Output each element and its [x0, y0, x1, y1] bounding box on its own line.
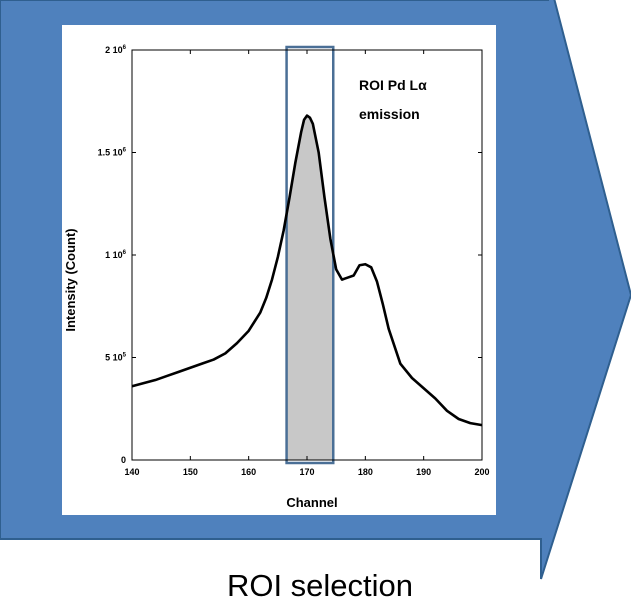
- x-tick-label: 180: [358, 467, 373, 477]
- x-tick-label: 170: [299, 467, 314, 477]
- x-tick-label: 200: [474, 467, 489, 477]
- x-tick-label: 150: [183, 467, 198, 477]
- y-tick-label: 1.5 106: [98, 148, 127, 158]
- roi-fill: [286, 115, 334, 460]
- x-axis-label: Channel: [286, 495, 337, 510]
- x-tick-label: 160: [241, 467, 256, 477]
- caption: ROI selection: [226, 568, 414, 603]
- roi-label-line2: emission: [359, 106, 420, 122]
- y-tick-label: 1 106: [105, 250, 127, 260]
- intensity-chart: 140 150 160 170 180 190 200 0 5 105 1 106 1.5 106…: [63, 45, 490, 510]
- y-axis-label: Intensity (Count): [63, 228, 78, 331]
- y-tick-label: 5 105: [105, 353, 127, 363]
- roi-label-line1: ROI Pd Lα: [359, 77, 427, 93]
- x-tick-label: 190: [416, 467, 431, 477]
- y-tick-label: 2 106: [105, 45, 127, 55]
- chart-panel: 140 150 160 170 180 190 200 0 5 105 1 106 1.5 106…: [62, 25, 496, 515]
- spectrum-line: [131, 114, 483, 427]
- x-tick-label: 140: [124, 467, 139, 477]
- y-tick-label: 0: [121, 455, 126, 465]
